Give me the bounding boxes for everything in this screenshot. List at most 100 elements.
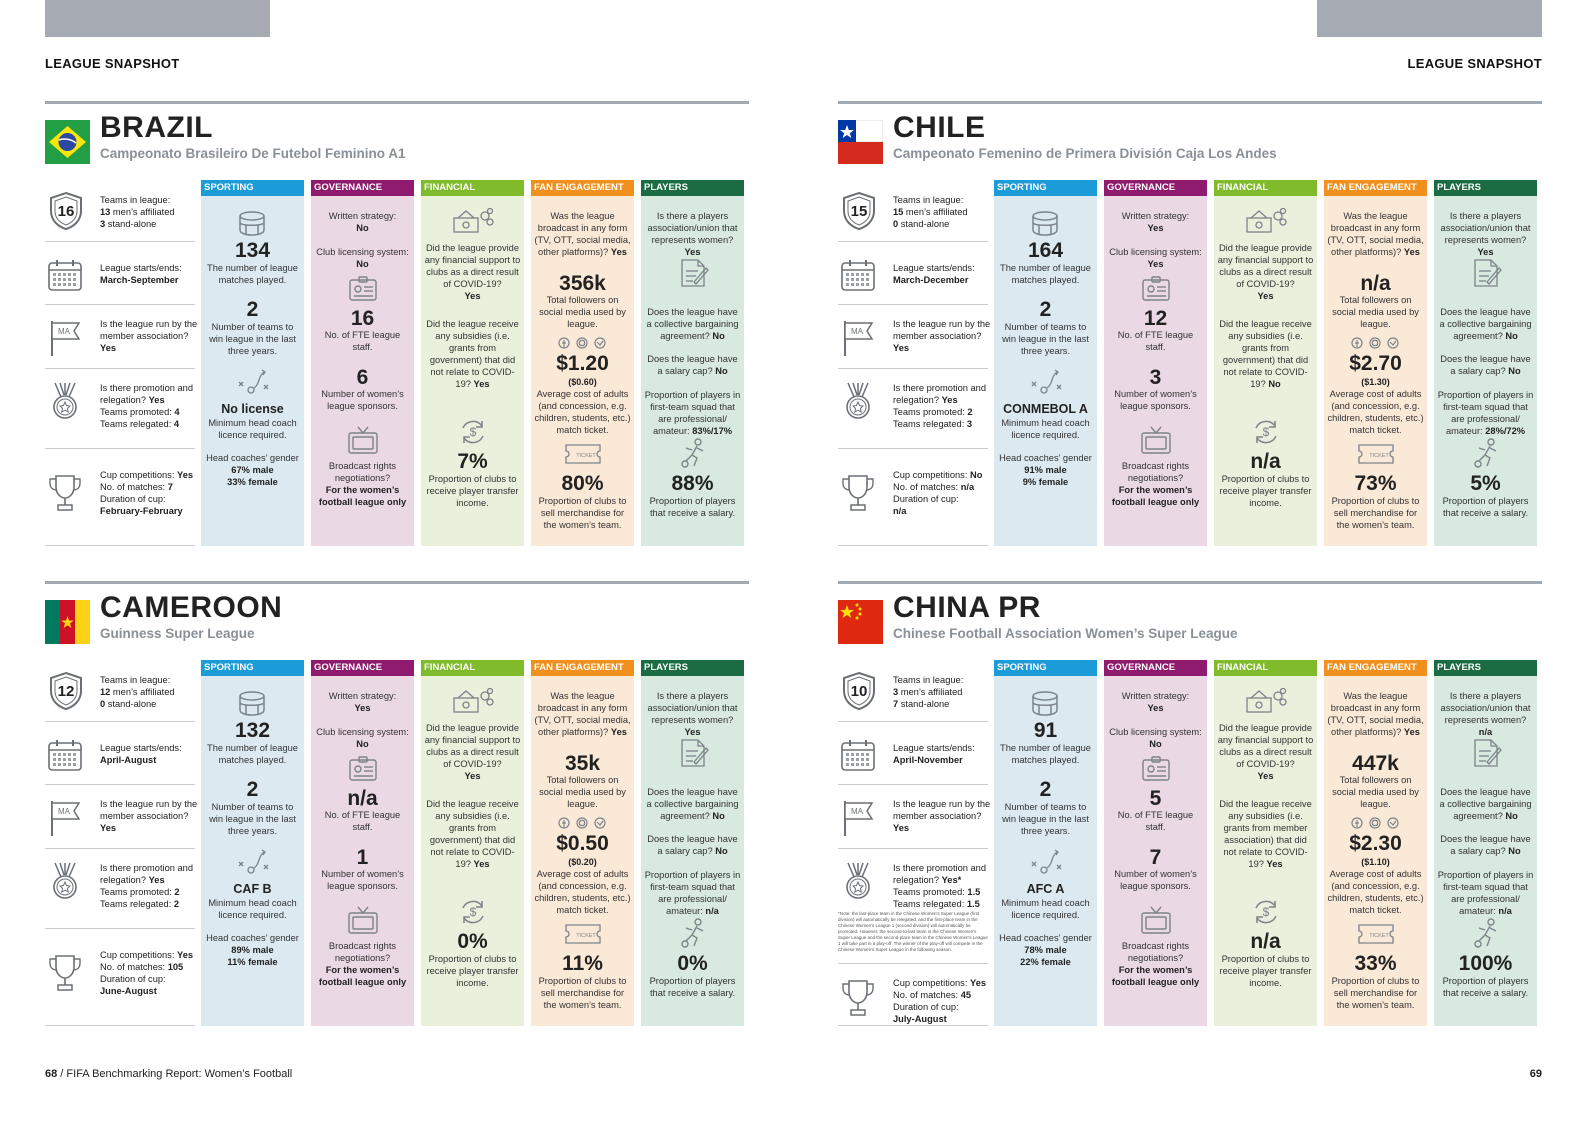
licence-label: Minimum head coach licence required. xyxy=(1001,418,1090,440)
sponsors-label: Number of women’s league sponsors. xyxy=(1114,869,1197,891)
transfer-label: Proportion of clubs to receive player tr… xyxy=(426,954,519,988)
broadcast-q: Was the league broadcast in any form (TV… xyxy=(1327,211,1424,257)
stadium-icon xyxy=(997,210,1094,236)
merch-label: Proportion of clubs to sell merchandise … xyxy=(1331,496,1420,530)
ticket-icon: TICKET xyxy=(534,442,631,466)
followers-value: 35k xyxy=(564,752,601,775)
governance-header: GOVERNANCE xyxy=(1104,180,1207,196)
social-icons xyxy=(534,337,631,349)
transfer-value: n/a xyxy=(1250,450,1281,473)
pro-amateur: Proportion of players in first-team squa… xyxy=(1437,870,1534,916)
winners-value: 2 xyxy=(246,778,259,801)
fin-subsidies: Did the league receive any subsidies (i.… xyxy=(426,319,519,389)
governance-column: GOVERNANCE Written strategy: No Club lice… xyxy=(311,180,414,546)
staff-label: No. of FTE league staff. xyxy=(1117,810,1194,832)
players-union: Is there a players association/union tha… xyxy=(647,211,738,257)
salary-cap: Does the league have a salary cap? No xyxy=(647,834,738,856)
svg-text:TICKET: TICKET xyxy=(1369,933,1389,939)
matches-label: The number of league matches played. xyxy=(1000,743,1091,765)
cup-info: Cup competitions: Yes No. of matches: 45 D… xyxy=(838,964,988,1026)
fin-subsidies: Did the league receive any subsidies (i.… xyxy=(1219,799,1312,869)
svg-text:MA: MA xyxy=(58,327,71,336)
panel-divider xyxy=(45,581,749,584)
winners-value: 2 xyxy=(1039,298,1052,321)
fan-engagement-column: FAN ENGAGEMENT Was the league broadcast … xyxy=(531,660,634,1026)
fin-support: Did the league provide any financial sup… xyxy=(424,243,521,301)
teams-info: 16 Teams in league: 13 men’s affiliated 3 … xyxy=(45,180,195,242)
financial-header: FINANCIAL xyxy=(421,180,524,196)
merch-label: Proportion of clubs to sell merchandise … xyxy=(1331,976,1420,1010)
staff-label: No. of FTE league staff. xyxy=(1117,330,1194,352)
matches-label: The number of league matches played. xyxy=(207,263,298,285)
teams-info: 10 Teams in league: 3 men’s affiliated 7 s… xyxy=(838,660,988,722)
panel-divider xyxy=(838,101,1542,104)
transfer-value: 7% xyxy=(457,450,488,473)
followers-value: 356k xyxy=(559,272,606,295)
broadcast-rights: Broadcast rights negotiations? For the wo… xyxy=(1111,941,1200,987)
ticket-concession: ($1.30) xyxy=(1361,377,1390,387)
teams-info: 15 Teams in league: 15 men’s affiliated 0 … xyxy=(838,180,988,242)
league-name: Guinness Super League xyxy=(100,626,255,641)
financial-column: FINANCIAL Did the league provide any fin… xyxy=(421,660,524,1026)
ticket-icon: TICKET xyxy=(534,922,631,946)
merch-value: 80% xyxy=(561,472,604,495)
league-name: Campeonato Femenino de Primera División … xyxy=(893,146,1277,161)
promotion-info: Is there promotion and relegation? Yes* T… xyxy=(838,849,988,964)
player-icon xyxy=(644,438,741,468)
tv-icon xyxy=(314,906,411,934)
matches-value: 134 xyxy=(234,239,271,262)
merch-label: Proportion of clubs to sell merchandise … xyxy=(538,496,627,530)
flag-ma-icon: MA xyxy=(47,318,85,356)
teams-info: 12 Teams in league: 12 men’s affiliated 0 … xyxy=(45,660,195,722)
sponsors-value: 3 xyxy=(1149,366,1162,389)
ticket-label: Average cost of adults (and concession, … xyxy=(534,389,631,435)
country-name: BRAZIL xyxy=(100,111,213,144)
svg-text:15: 15 xyxy=(851,203,868,220)
followers-value: n/a xyxy=(1360,272,1391,295)
salary-cap: Does the league have a salary cap? No xyxy=(647,354,738,376)
salary-cap: Does the league have a salary cap? No xyxy=(1440,834,1531,856)
fan-engagement-column: FAN ENGAGEMENT Was the league broadcast … xyxy=(1324,660,1427,1026)
money-hand-icon xyxy=(424,688,521,716)
page-number-left: 68 xyxy=(45,1068,58,1080)
tactics-icon xyxy=(997,848,1094,876)
league-name: Campeonato Brasileiro De Futebol Feminin… xyxy=(100,146,406,161)
fin-subsidies: Did the league receive any subsidies (i.… xyxy=(426,799,519,869)
transfer-value: 0% xyxy=(457,930,488,953)
trophy-icon xyxy=(840,473,878,511)
sporting-header: SPORTING xyxy=(994,660,1097,676)
tactics-icon xyxy=(204,368,301,396)
cup-info: Cup competitions: Yes No. of matches: 105… xyxy=(45,929,195,1026)
ticket-concession: ($0.20) xyxy=(568,857,597,867)
staff-value: n/a xyxy=(347,787,378,810)
transfer-label: Proportion of clubs to receive player tr… xyxy=(426,474,519,508)
salary-label: Proportion of players that receive a sal… xyxy=(649,496,736,518)
top-tab-left xyxy=(45,0,270,37)
staff-label: No. of FTE league staff. xyxy=(324,810,401,832)
financial-header: FINANCIAL xyxy=(421,660,524,676)
players-column: PLAYERS Is there a players association/u… xyxy=(1434,180,1537,546)
merch-value: 11% xyxy=(562,952,603,975)
id-card-icon xyxy=(314,756,411,782)
header-right: LEAGUE SNAPSHOT xyxy=(1407,56,1542,71)
season-info: League starts/ends: March-September xyxy=(45,242,195,305)
matches-value: 164 xyxy=(1027,239,1064,262)
matches-value: 132 xyxy=(234,719,271,742)
winners-label: Number of teams to win league in the las… xyxy=(209,802,296,836)
players-header: PLAYERS xyxy=(1434,660,1537,676)
sponsors-label: Number of women’s league sponsors. xyxy=(321,389,404,411)
sporting-column: SPORTING 164 The number of league matche… xyxy=(994,180,1097,546)
country-name: CAMEROON xyxy=(100,591,283,624)
transfer-label: Proportion of clubs to receive player tr… xyxy=(1219,954,1312,988)
players-header: PLAYERS xyxy=(641,180,744,196)
financial-header: FINANCIAL xyxy=(1214,660,1317,676)
players-header: PLAYERS xyxy=(641,660,744,676)
broadcast-q: Was the league broadcast in any form (TV… xyxy=(534,691,631,737)
sporting-column: SPORTING 91 The number of league matches… xyxy=(994,660,1097,1026)
licensing: Club licensing system: No xyxy=(1109,727,1202,749)
licensing: Club licensing system: No xyxy=(316,247,409,269)
fin-support: Did the league provide any financial sup… xyxy=(424,723,521,781)
licence-value: CAF B xyxy=(233,882,272,896)
ticket-concession: ($1.10) xyxy=(1361,857,1390,867)
governance-column: GOVERNANCE Written strategy: Yes Club lic… xyxy=(311,660,414,1026)
